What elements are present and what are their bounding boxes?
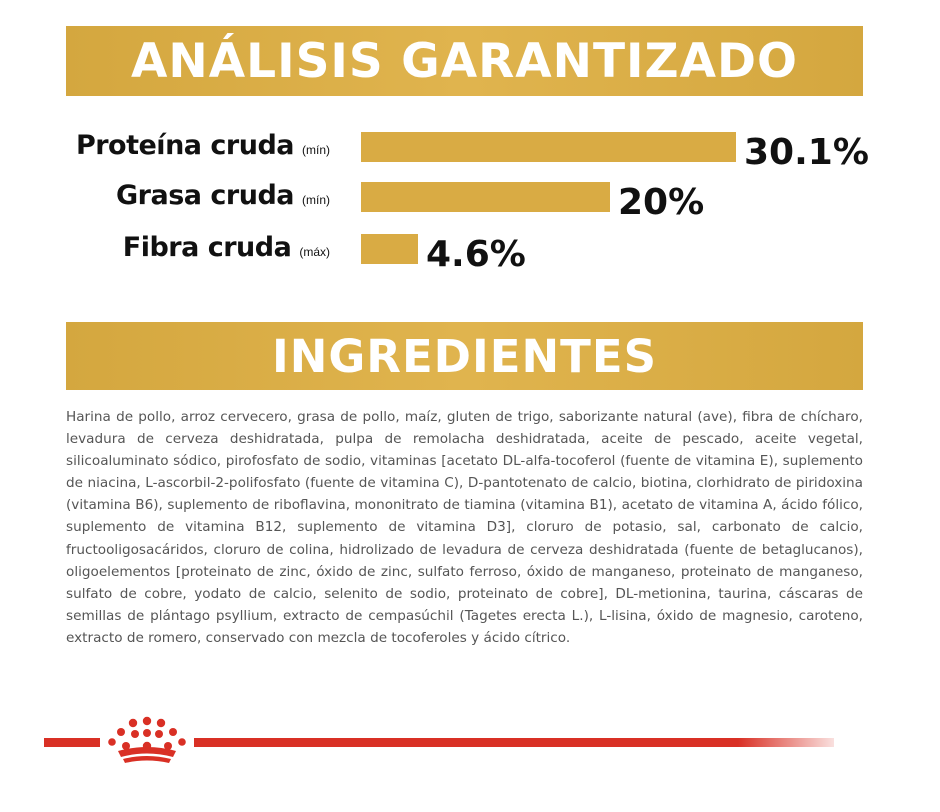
nutrient-label: Proteína cruda (mín) [76,130,330,161]
ingredients-text: Harina de pollo, arroz cervecero, grasa … [66,409,863,646]
nutrient-row-fibra: Fibra cruda (máx) 4.6% [0,226,940,275]
nutrient-value: 4.6% [426,234,526,275]
analisis-title: ANÁLISIS GARANTIZADO [131,33,798,89]
nutrient-unit: (máx) [299,245,330,259]
nutrient-name: Grasa cruda [116,180,294,211]
footer-stripe-left [44,738,100,747]
footer-stripe-right [194,738,834,747]
analisis-header-band: ANÁLISIS GARANTIZADO [66,26,863,96]
nutrient-label: Grasa cruda (mín) [116,180,330,211]
nutrient-row-grasa: Grasa cruda (mín) 20% [0,174,940,223]
nutrient-value: 30.1% [744,132,869,173]
royal-crown-icon [108,716,186,763]
nutrient-name: Fibra cruda [122,232,292,263]
nutrient-value: 20% [618,182,705,223]
nutrient-bar-track: 4.6% [361,234,741,275]
nutrient-bar [361,132,736,162]
nutrient-bar-track: 20% [361,182,741,223]
nutrient-unit: (mín) [302,143,330,157]
ingredientes-header-band: INGREDIENTES [66,322,863,390]
nutrient-unit: (mín) [302,193,330,207]
nutrient-bar [361,234,418,264]
ingredientes-title: INGREDIENTES [271,329,658,383]
nutrient-bar [361,182,610,212]
nutrient-label: Fibra cruda (máx) [123,232,330,263]
nutrient-name: Proteína cruda [75,130,295,161]
nutrient-bar-track: 30.1% [361,132,869,173]
nutrient-row-proteina: Proteína cruda (mín) 30.1% [0,124,940,173]
